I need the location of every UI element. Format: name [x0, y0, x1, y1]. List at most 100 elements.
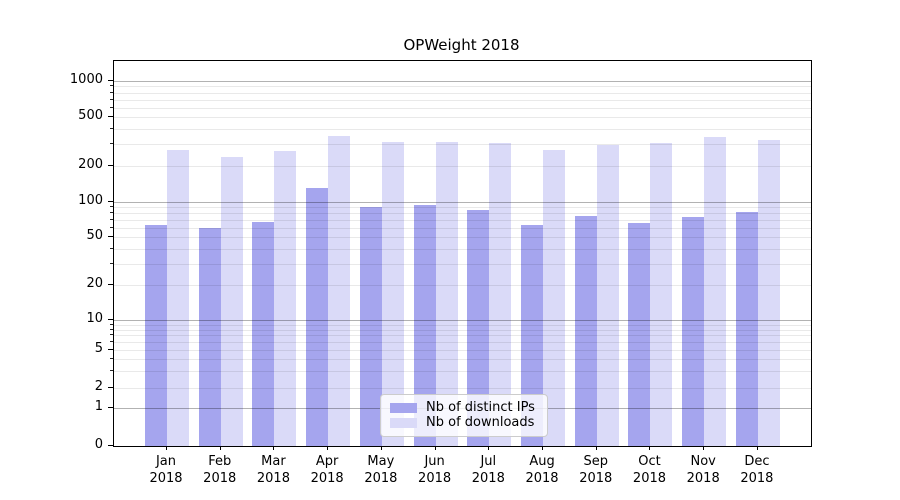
y-minor-tick-mark [110, 219, 113, 220]
y-minor-tick-mark [110, 370, 113, 372]
x-tick-mark [380, 446, 382, 450]
legend-label-downloads: Nb of downloads [426, 415, 535, 430]
bar-downloads [220, 157, 243, 446]
legend: Nb of distinct IPs Nb of downloads [380, 394, 548, 437]
y-tick-mark [108, 445, 113, 446]
y-tick-mark [108, 407, 113, 408]
y-tick-mark [108, 80, 113, 81]
y-tick-label: 2 [94, 379, 103, 394]
gridline-minor [114, 264, 811, 265]
bar-distinct-ips [252, 222, 275, 446]
gridline-minor [114, 335, 811, 336]
gridline-minor [114, 144, 811, 145]
gridline-minor [114, 371, 811, 372]
x-tick-month: Jun [424, 454, 445, 469]
bar-distinct-ips [574, 215, 597, 446]
grid-layer [114, 61, 811, 446]
y-tick-label: 1 [94, 399, 103, 414]
x-tick-month: Nov [690, 454, 716, 469]
y-minor-tick-mark [110, 358, 113, 360]
bar-downloads [596, 144, 619, 446]
x-tick-month: Sep [583, 454, 608, 469]
gridline-minor [114, 359, 811, 360]
bar-downloads [489, 143, 512, 446]
gridline-minor [114, 388, 811, 389]
x-tick-mark [273, 446, 275, 450]
gridline-minor [114, 207, 811, 208]
x-tick-month: Mar [261, 454, 286, 469]
x-tick-mark [703, 446, 705, 450]
gridline-minor [114, 228, 811, 229]
x-tick-month: Aug [529, 454, 555, 469]
x-tick-year: 2018 [203, 471, 237, 486]
gridline-minor [114, 342, 811, 343]
x-tick-year: 2018 [364, 471, 398, 486]
x-tick-label: Apr 2018 [297, 453, 357, 487]
gridline-minor [114, 100, 811, 101]
chart-title: OPWeight 2018 [403, 36, 520, 54]
x-tick-month: Oct [638, 454, 661, 469]
bar-distinct-ips [735, 212, 758, 446]
bar-downloads [704, 137, 727, 446]
gridline-minor [114, 108, 811, 109]
y-tick-mark [108, 319, 113, 320]
bar-distinct-ips [306, 187, 329, 446]
x-tick-mark [166, 446, 167, 450]
x-tick-label: Jul 2018 [458, 453, 518, 487]
x-tick-label: Aug 2018 [512, 453, 572, 487]
y-minor-tick-mark [110, 323, 113, 325]
y-minor-tick-mark [110, 85, 113, 87]
y-minor-tick-mark [110, 262, 113, 264]
x-tick-year: 2018 [418, 471, 452, 486]
legend-swatch-distinct-ips [390, 403, 417, 413]
y-tick-mark [108, 116, 113, 117]
y-tick-label: 50 [86, 228, 103, 243]
x-tick-label: Feb 2018 [190, 453, 250, 487]
y-minor-tick-mark [110, 98, 113, 100]
y-tick-label: 20 [86, 276, 103, 291]
y-minor-tick-mark [110, 247, 113, 249]
x-tick-year: 2018 [525, 471, 559, 486]
bar-downloads [328, 136, 351, 446]
y-tick-mark [108, 236, 113, 237]
y-minor-tick-mark [110, 106, 113, 108]
x-tick-label: May 2018 [351, 453, 411, 487]
x-tick-mark [434, 446, 436, 450]
gridline-minor [114, 330, 811, 331]
bar-downloads [381, 141, 404, 446]
x-tick-label: Oct 2018 [619, 453, 679, 487]
x-tick-year: 2018 [632, 471, 667, 486]
gridline-minor [114, 285, 811, 286]
y-minor-tick-mark [110, 206, 113, 208]
x-tick-label: Sep 2018 [566, 453, 626, 487]
bar-distinct-ips [628, 222, 651, 446]
gridline-minor [114, 129, 811, 130]
x-tick-label: Mar 2018 [243, 453, 303, 487]
gridline-major [114, 81, 811, 82]
y-tick-mark [108, 387, 113, 388]
gridline-minor [114, 325, 811, 326]
y-tick-label: 5 [94, 341, 103, 356]
x-tick-month: Feb [208, 454, 232, 469]
y-tick-label: 100 [78, 193, 103, 208]
y-minor-tick-mark [110, 226, 113, 228]
x-tick-month: Jul [480, 454, 497, 469]
x-tick-label: Jan 2018 [136, 453, 196, 487]
bar-downloads [274, 150, 297, 446]
gridline-minor [114, 117, 811, 118]
x-tick-mark [327, 446, 329, 450]
y-tick-label: 200 [78, 157, 103, 172]
y-tick-label: 1000 [69, 72, 103, 87]
bar-distinct-ips [682, 216, 705, 446]
bar-downloads [757, 140, 780, 446]
x-tick-year: 2018 [579, 471, 613, 486]
bar-distinct-ips [145, 225, 167, 446]
legend-item-distinct-ips: Nb of distinct IPs [390, 401, 538, 415]
y-minor-tick-mark [110, 212, 113, 214]
legend-item-downloads: Nb of downloads [390, 416, 538, 430]
x-tick-mark [649, 446, 651, 450]
y-minor-tick-mark [110, 127, 113, 129]
y-tick-label: 0 [94, 437, 103, 452]
x-tick-year: 2018 [471, 471, 505, 486]
